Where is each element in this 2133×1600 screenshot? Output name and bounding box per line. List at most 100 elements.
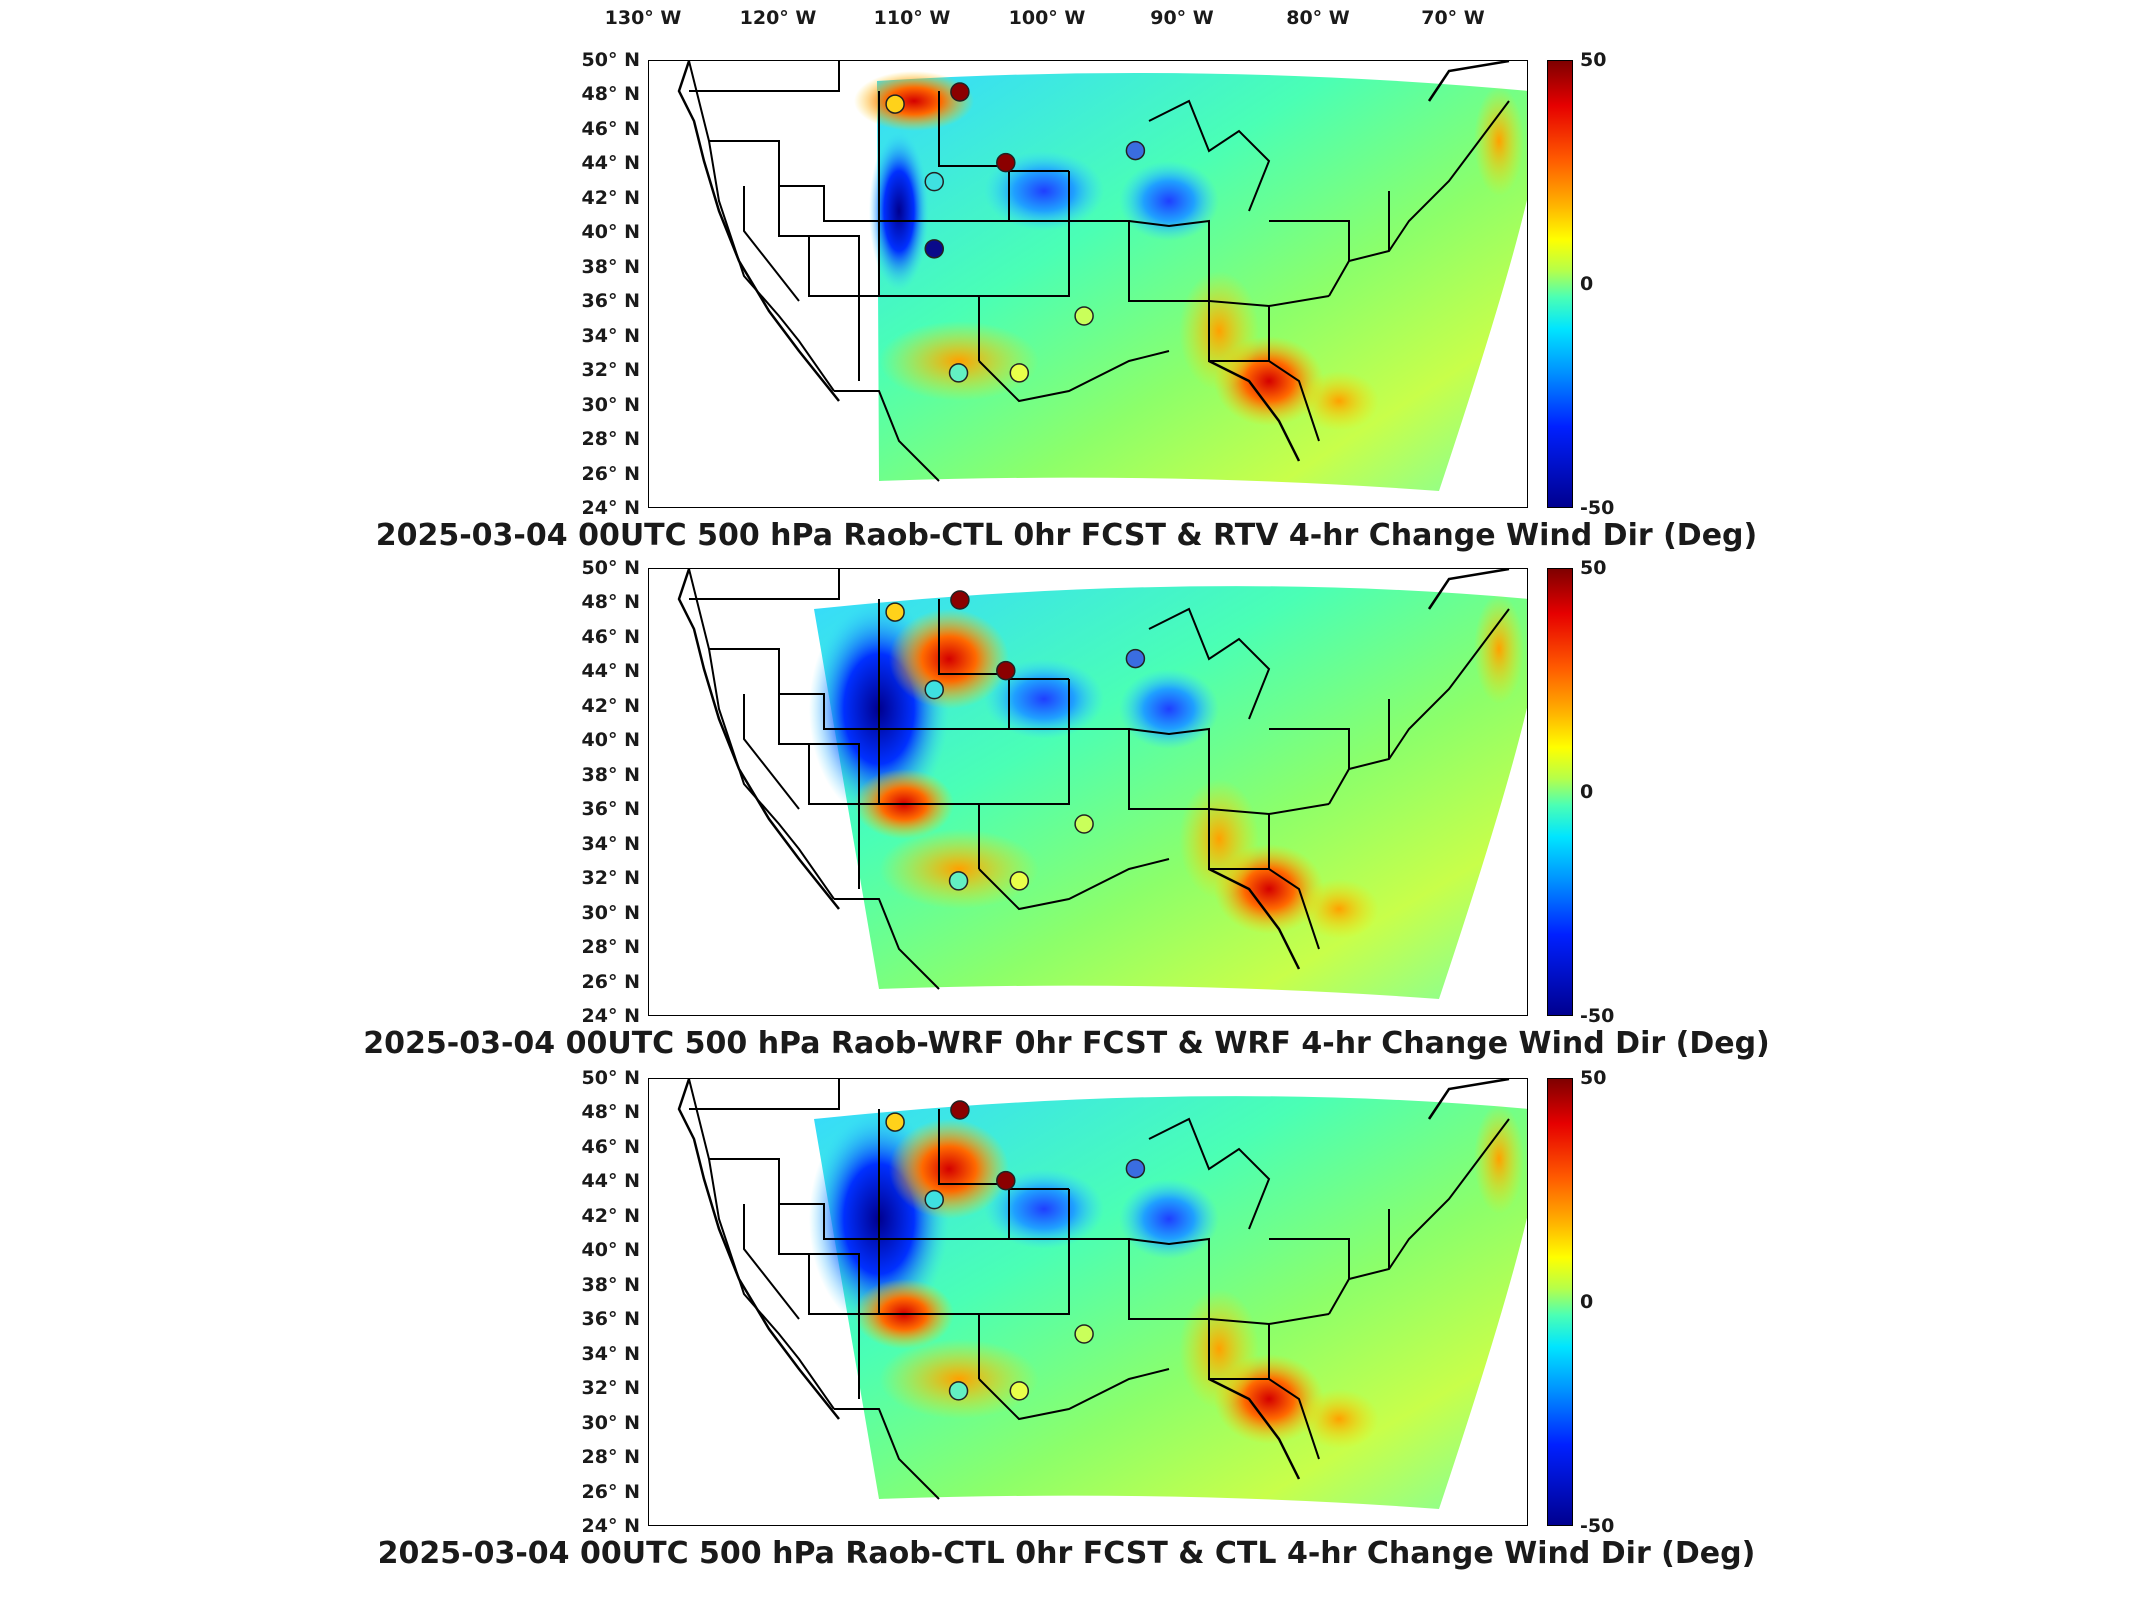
state-border [834, 898, 940, 990]
lat-label: 46° N [581, 117, 640, 140]
state-border [978, 858, 1170, 911]
state-border [689, 1079, 840, 1110]
lakes-cold-anomaly [1119, 161, 1219, 241]
lat-label: 34° N [581, 1342, 640, 1365]
colorbar-max-label: 50 [1580, 557, 1607, 579]
state-border [808, 729, 880, 805]
state-border [879, 1188, 1069, 1240]
coastline [677, 569, 1510, 970]
raob-station-marker [885, 94, 905, 114]
raob-station-marker [950, 590, 970, 610]
lat-label: 42° N [581, 186, 640, 209]
raob-station-marker [1009, 1381, 1030, 1401]
colorbar-min-label: -50 [1580, 497, 1615, 519]
lat-label: 42° N [581, 694, 640, 717]
raob-station-marker [948, 871, 969, 891]
raob-station-marker [885, 1112, 905, 1132]
lat-label: 38° N [581, 1273, 640, 1296]
lat-label: 32° N [581, 359, 640, 382]
map-frame [648, 1078, 1528, 1526]
gulf-warm-anomaly [1179, 1289, 1259, 1409]
raob-station-marker [948, 1381, 969, 1401]
gulf-warm-anomaly [1179, 271, 1259, 391]
lat-label: 36° N [581, 798, 640, 821]
lon-label: 70° W [1421, 7, 1485, 29]
raob-station-marker [1009, 871, 1030, 891]
lon-label: 100° W [1008, 7, 1086, 29]
northern-plains-warm-anomaly [854, 71, 974, 131]
state-border [979, 1238, 1070, 1315]
lat-label: 24° N [581, 1005, 640, 1027]
raob-station-marker [924, 239, 944, 259]
panel-title: 2025-03-04 00UTC 500 hPa Raob-CTL 0hr FC… [375, 518, 1758, 553]
texas-warm-anomaly [879, 829, 1039, 909]
raob-station-marker [924, 1189, 944, 1210]
state-border [938, 599, 1009, 675]
lat-label: 26° N [581, 462, 640, 485]
map-panel-wrf: 50° N 48° N 46° N 44° N 42° N 40° N 38° N 36° N… [0, 557, 2133, 1076]
state-border [879, 678, 1069, 730]
colorbar [1547, 60, 1573, 508]
atlantic-warm-anomaly [1299, 1389, 1379, 1449]
plains-warm-anomaly [889, 609, 1009, 709]
longitude-axis: 130° W 120° W 110° W 100° W 90° W 80° W … [0, 0, 2133, 40]
colorbar-max-label: 50 [1580, 1067, 1607, 1089]
map-canvas [677, 569, 1527, 999]
raob-station-marker [1074, 1324, 1094, 1344]
lat-label: 36° N [581, 290, 640, 313]
northeast-warm-anomaly [1474, 1104, 1524, 1214]
state-border [979, 728, 1070, 805]
state-border [778, 1159, 860, 1314]
lat-label: 26° N [581, 1480, 640, 1503]
lat-label: 42° N [581, 1204, 640, 1227]
lat-label: 28° N [581, 936, 640, 959]
lat-label: 24° N [581, 1515, 640, 1537]
state-border [689, 569, 840, 600]
lat-label: 30° N [581, 1411, 640, 1434]
map-canvas [677, 1079, 1527, 1509]
raob-station-marker [1009, 363, 1030, 383]
lat-label: 46° N [581, 1135, 640, 1158]
lat-label: 34° N [581, 324, 640, 347]
atlantic-warm-anomaly [1299, 879, 1379, 939]
lakes-cold-anomaly [1119, 669, 1219, 749]
state-border [1128, 219, 1330, 308]
state-border [978, 350, 1170, 403]
gulf-warm-anomaly [1179, 779, 1259, 899]
raob-station-marker [950, 1100, 970, 1120]
map-canvas [677, 61, 1527, 491]
lat-label: 44° N [581, 152, 640, 175]
lat-label: 30° N [581, 901, 640, 924]
state-border [688, 1079, 835, 1410]
panel-title: 2025-03-04 00UTC 500 hPa Raob-WRF 0hr FC… [363, 1026, 1770, 1061]
raob-station-marker [1125, 1158, 1146, 1179]
state-border [879, 170, 1069, 222]
state-border [1148, 607, 1271, 720]
colorbar-max-label: 50 [1580, 49, 1607, 71]
lat-label: 50° N [581, 1067, 640, 1089]
map-frame [648, 568, 1528, 1016]
lat-label: 36° N [581, 1308, 640, 1331]
texas-warm-anomaly [879, 1339, 1039, 1419]
raob-station-marker [948, 363, 969, 383]
plains-warm-anomaly [889, 1119, 1009, 1219]
state-border [1269, 220, 1350, 261]
state-border [978, 1368, 1170, 1421]
state-border [1148, 1117, 1271, 1230]
state-border [834, 390, 940, 482]
state-border [1269, 1238, 1350, 1279]
raob-station-marker [924, 679, 944, 700]
state-border [689, 61, 840, 92]
lat-label: 48° N [581, 1101, 640, 1124]
state-border [808, 221, 880, 297]
colorbar-min-label: -50 [1580, 1515, 1615, 1537]
raob-station-marker [1074, 306, 1094, 326]
state-border [1148, 99, 1271, 212]
northeast-warm-anomaly [1474, 594, 1524, 704]
map-panel-rtv: 50° N 48° N 46° N 44° N 42° N 40° N 38° N 36° N… [0, 49, 2133, 568]
lat-label: 48° N [581, 83, 640, 106]
raob-station-marker [996, 1170, 1016, 1191]
state-border [778, 141, 860, 296]
lat-label: 30° N [581, 393, 640, 416]
rockies-cold-anomaly [869, 131, 929, 291]
